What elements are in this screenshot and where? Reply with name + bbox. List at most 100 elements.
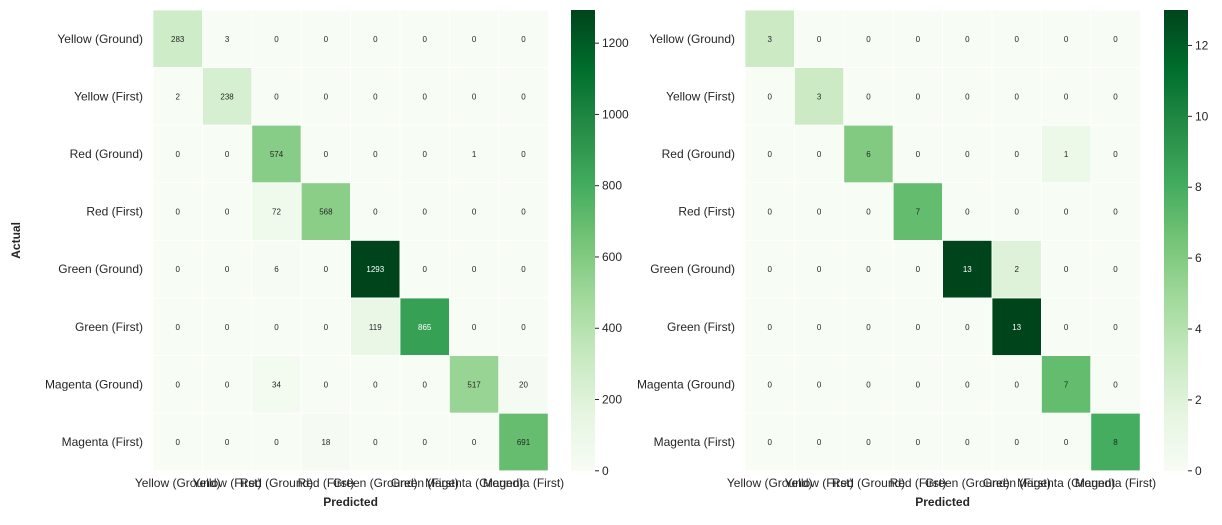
cell-value: 0 <box>965 208 970 217</box>
heatmap-cell <box>251 9 302 68</box>
cell-value: 3 <box>767 35 772 44</box>
cell-value: 0 <box>324 265 329 274</box>
cell-value: 0 <box>965 380 970 389</box>
heatmap-cell <box>1041 297 1092 356</box>
heatmap-cell <box>350 239 401 299</box>
heatmap-cell <box>744 355 795 414</box>
cell-value: 0 <box>1113 380 1118 389</box>
cell-value: 0 <box>916 92 921 101</box>
heatmap-cell <box>300 182 352 241</box>
row-tick-label: Magenta (Ground) <box>637 377 735 391</box>
cell-value: 0 <box>472 265 477 274</box>
heatmap-cell <box>1090 239 1141 299</box>
row-tick-label: Yellow (Ground) <box>649 32 735 46</box>
cell-value: 0 <box>767 265 772 274</box>
heatmap-cell <box>843 412 894 472</box>
heatmap-cell <box>498 412 549 472</box>
colorbar-tick-label: 0 <box>1195 464 1202 478</box>
row-tick-label: Red (First) <box>86 205 143 219</box>
colorbar-tick-label: 0 <box>602 464 609 478</box>
cell-value: 0 <box>225 438 230 447</box>
cell-value: 0 <box>916 438 921 447</box>
heatmap-cell <box>251 182 302 241</box>
heatmap-cell <box>201 124 253 184</box>
cell-value: 0 <box>1113 265 1118 274</box>
row-tick-label: Red (Ground) <box>70 147 143 161</box>
cell-value: 0 <box>817 35 822 44</box>
cell-value: 2 <box>1014 265 1019 274</box>
heatmap-cell <box>152 9 203 68</box>
heatmap-cell <box>448 124 500 184</box>
heatmap-cell <box>498 297 549 356</box>
cell-value: 20 <box>519 380 528 389</box>
heatmap-cell <box>892 182 944 241</box>
cell-value: 0 <box>373 208 378 217</box>
cell-value: 0 <box>1014 150 1019 159</box>
heatmap-cell <box>892 412 944 472</box>
colorbar-tick-label: 600 <box>602 250 622 264</box>
cell-value: 0 <box>767 150 772 159</box>
cell-value: 0 <box>916 323 921 332</box>
col-tick-label: Green (Ground) <box>333 476 418 490</box>
col-tick-label: Magenta (First) <box>483 476 564 490</box>
cell-value: 0 <box>866 265 871 274</box>
heatmap-cell <box>991 124 1042 184</box>
cell-value: 0 <box>225 380 230 389</box>
heatmap-cell <box>991 412 1042 472</box>
cell-value: 0 <box>916 35 921 44</box>
cell-value: 0 <box>965 150 970 159</box>
cell-value: 517 <box>467 380 481 389</box>
heatmap-cell <box>1041 124 1092 184</box>
cell-value: 0 <box>1014 438 1019 447</box>
heatmap-cell <box>991 355 1042 414</box>
cell-value: 0 <box>175 323 180 332</box>
colorbar-tick-label: 10 <box>1195 109 1209 123</box>
heatmap-cell <box>201 67 253 126</box>
col-tick-label: Red (First) <box>890 476 947 490</box>
cell-value: 0 <box>1014 35 1019 44</box>
cell-value: 0 <box>1064 208 1069 217</box>
cell-value: 0 <box>965 92 970 101</box>
col-tick-label: Yellow (Ground) <box>135 476 221 490</box>
heatmap-cell <box>843 124 894 184</box>
cell-value: 0 <box>767 438 772 447</box>
cell-value: 691 <box>517 438 531 447</box>
cell-value: 0 <box>965 438 970 447</box>
cell-value: 3 <box>817 92 822 101</box>
heatmap-cell <box>498 9 549 68</box>
col-tick-label: Magenta (Ground) <box>1017 476 1115 490</box>
cell-value: 13 <box>1012 323 1021 332</box>
cell-value: 0 <box>175 380 180 389</box>
cell-value: 0 <box>817 323 822 332</box>
col-tick-label: Magenta (First) <box>1075 476 1156 490</box>
cell-value: 0 <box>866 438 871 447</box>
cell-value: 0 <box>324 92 329 101</box>
cell-value: 2 <box>175 92 180 101</box>
cell-value: 0 <box>866 92 871 101</box>
heatmap-cell <box>1090 412 1141 472</box>
cell-value: 0 <box>274 323 279 332</box>
colorbar-tick-label: 200 <box>602 393 622 407</box>
heatmap-cell <box>794 67 845 126</box>
cell-value: 0 <box>1014 208 1019 217</box>
cell-value: 7 <box>1064 380 1069 389</box>
cell-value: 0 <box>521 323 526 332</box>
heatmap-cell <box>448 182 500 241</box>
heatmap-cell <box>201 412 253 472</box>
heatmap-cell <box>399 9 450 68</box>
cell-value: 3 <box>225 35 230 44</box>
col-tick-label: Green (First) <box>983 476 1051 490</box>
cell-value: 0 <box>767 208 772 217</box>
cell-value: 0 <box>817 438 822 447</box>
heatmap-cell <box>448 355 500 414</box>
cell-value: 0 <box>866 208 871 217</box>
cell-value: 0 <box>324 35 329 44</box>
colorbar-tick-label: 12 <box>1195 38 1209 52</box>
cell-value: 0 <box>916 380 921 389</box>
heatmap-cell <box>892 67 944 126</box>
row-tick-label: Yellow (First) <box>666 89 735 103</box>
cell-value: 0 <box>965 323 970 332</box>
cell-value: 0 <box>175 150 180 159</box>
cell-value: 0 <box>521 265 526 274</box>
heatmap-cell <box>1090 297 1141 356</box>
